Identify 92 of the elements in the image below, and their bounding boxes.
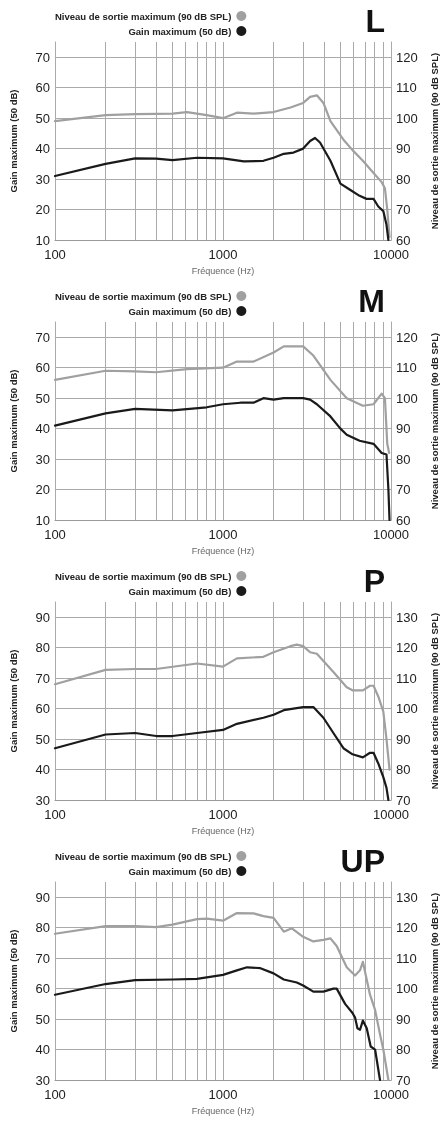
- y-tick-label: 70: [35, 49, 50, 65]
- y-tick-label: 80: [35, 920, 50, 936]
- y2-tick-label: 110: [396, 80, 417, 96]
- y2-tick-label: 110: [396, 670, 417, 686]
- y-axis-title: Gain maximum (50 dB): [8, 369, 19, 473]
- y2-tick-label: 70: [396, 1072, 411, 1088]
- x-tick-label: 10000: [372, 527, 410, 542]
- y2-tick-label: 120: [396, 920, 418, 936]
- y2-tick-label: 70: [396, 792, 411, 808]
- y-tick-label: 10: [35, 232, 50, 248]
- legend-label: Gain maximum (50 dB): [128, 305, 232, 317]
- y2-tick-label: 80: [396, 1042, 411, 1058]
- chart-title: P: [363, 563, 385, 599]
- y2-tick-label: 100: [396, 981, 418, 997]
- y2-tick-label: 80: [396, 171, 411, 187]
- y2-axis-title: Niveau de sortie maximum (90 dB SPL): [428, 612, 440, 790]
- y-tick-label: 20: [35, 482, 50, 498]
- y2-tick-label: 70: [396, 202, 411, 218]
- y-tick-label: 30: [35, 1072, 50, 1088]
- y-tick-label: 30: [35, 451, 50, 467]
- y2-tick-label: 100: [396, 701, 418, 717]
- y-tick-label: 80: [35, 640, 50, 656]
- y2-tick-label: 130: [396, 889, 418, 905]
- legend-label: Gain maximum (50 dB): [128, 585, 232, 597]
- x-axis-title: Fréquence (Hz): [191, 265, 255, 276]
- y-tick-label: 60: [35, 981, 50, 997]
- y2-tick-label: 120: [396, 640, 418, 656]
- legend-label: Niveau de sortie maximum (90 dB SPL): [54, 570, 232, 582]
- y-tick-label: 90: [35, 889, 50, 905]
- legend-label: Gain maximum (50 dB): [128, 865, 232, 877]
- y-tick-label: 40: [35, 1042, 50, 1058]
- y2-tick-label: 120: [396, 329, 418, 345]
- y-tick-label: 70: [35, 329, 50, 345]
- y2-tick-label: 110: [396, 360, 417, 376]
- x-tick-label: 100: [44, 247, 66, 262]
- y-axis-title: Gain maximum (50 dB): [8, 929, 19, 1033]
- y2-tick-label: 130: [396, 609, 418, 625]
- y-axis-title: Gain maximum (50 dB): [8, 649, 19, 753]
- y-tick-label: 90: [35, 609, 50, 625]
- y2-tick-label: 90: [396, 421, 411, 437]
- y2-axis-title: Niveau de sortie maximum (90 dB SPL): [428, 52, 440, 230]
- y-tick-label: 60: [35, 360, 50, 376]
- y-tick-label: 30: [35, 792, 50, 808]
- x-tick-label: 100: [44, 527, 66, 542]
- y-tick-label: 20: [35, 202, 50, 218]
- y2-tick-label: 90: [396, 1011, 411, 1027]
- y2-tick-label: 120: [396, 49, 418, 65]
- chart-title: L: [365, 3, 385, 39]
- chart-title: M: [358, 283, 385, 319]
- y2-tick-label: 100: [396, 110, 418, 126]
- y-tick-label: 50: [35, 110, 50, 126]
- y-tick-label: 70: [35, 950, 50, 966]
- x-tick-label: 10000: [372, 807, 410, 822]
- x-tick-label: 1000: [208, 807, 238, 822]
- y2-tick-label: 100: [396, 390, 418, 406]
- y-tick-label: 50: [35, 1011, 50, 1027]
- y2-tick-label: 80: [396, 762, 411, 778]
- y-tick-label: 60: [35, 701, 50, 717]
- y2-axis-title: Niveau de sortie maximum (90 dB SPL): [428, 332, 440, 510]
- y2-tick-label: 80: [396, 451, 411, 467]
- legend-label: Niveau de sortie maximum (90 dB SPL): [54, 290, 232, 302]
- x-tick-label: 1000: [208, 247, 238, 262]
- legend-label: Niveau de sortie maximum (90 dB SPL): [54, 10, 232, 22]
- y-tick-label: 70: [35, 670, 50, 686]
- y-tick-label: 50: [35, 731, 50, 747]
- y-tick-label: 40: [35, 762, 50, 778]
- chart-title: UP: [340, 843, 385, 879]
- y-tick-label: 50: [35, 390, 50, 406]
- y2-tick-label: 90: [396, 731, 411, 747]
- y-tick-label: 40: [35, 421, 50, 437]
- x-tick-label: 10000: [372, 1087, 410, 1102]
- y2-tick-label: 60: [396, 512, 411, 528]
- y-tick-label: 60: [35, 80, 50, 96]
- y-tick-label: 30: [35, 171, 50, 187]
- y2-tick-label: 110: [396, 950, 417, 966]
- x-tick-label: 10000: [372, 247, 410, 262]
- y2-tick-label: 90: [396, 141, 411, 157]
- y2-tick-label: 60: [396, 232, 411, 248]
- y-tick-label: 40: [35, 141, 50, 157]
- x-tick-label: 1000: [208, 527, 238, 542]
- x-axis-title: Fréquence (Hz): [191, 1105, 255, 1116]
- legend-label: Niveau de sortie maximum (90 dB SPL): [54, 850, 232, 862]
- y2-tick-label: 70: [396, 482, 411, 498]
- y-axis-title: Gain maximum (50 dB): [8, 89, 19, 193]
- x-axis-title: Fréquence (Hz): [191, 825, 255, 836]
- y2-axis-title: Niveau de sortie maximum (90 dB SPL): [428, 892, 440, 1070]
- x-tick-label: 100: [44, 1087, 66, 1102]
- x-axis-title: Fréquence (Hz): [191, 545, 255, 556]
- x-tick-label: 1000: [208, 1087, 238, 1102]
- x-tick-label: 100: [44, 807, 66, 822]
- y-tick-label: 10: [35, 512, 50, 528]
- legend-label: Gain maximum (50 dB): [128, 25, 232, 37]
